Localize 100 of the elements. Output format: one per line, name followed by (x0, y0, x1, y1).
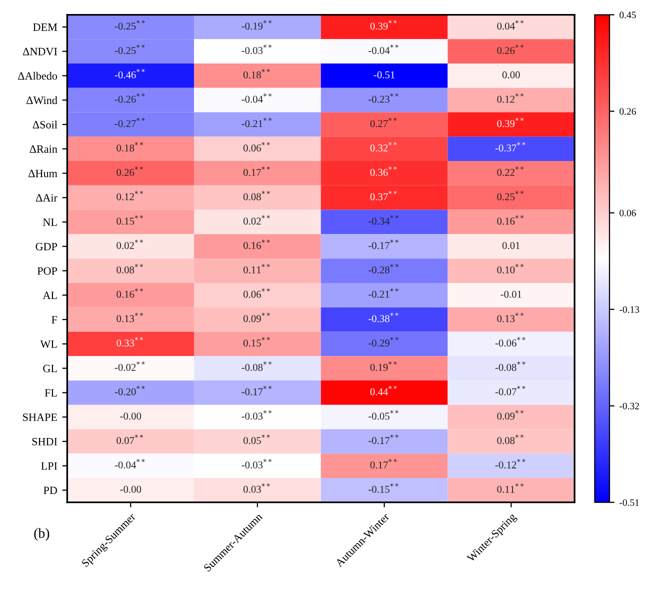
data-label: 0.09$^{**}$ (497, 410, 524, 420)
y-tick-label: GDP (36, 242, 58, 250)
data-label: 0.02$^{**}$ (243, 215, 270, 225)
y-tick-label: ΔNDVI (22, 48, 58, 56)
data-label: 0.05$^{**}$ (243, 434, 270, 444)
data-label: -0.07$^{**}$ (495, 386, 526, 396)
y-tick-label: ΔAir (36, 194, 58, 202)
data-label: 0.08$^{**}$ (243, 190, 270, 200)
data-label: -0.04$^{**}$ (368, 44, 398, 54)
y-tick-label: PD (44, 486, 58, 494)
y-tick-label: AL (42, 292, 57, 299)
data-label: -0.08$^{**}$ (495, 361, 526, 371)
data-label: -0.28$^{**}$ (368, 264, 398, 274)
data-label: 0.12$^{**}$ (116, 190, 144, 200)
data-label: -0.17$^{**}$ (242, 386, 272, 396)
data-label: -0.26$^{**}$ (114, 93, 145, 103)
data-label: 0.26$^{**}$ (116, 166, 144, 176)
color-bar-label: 0.06 (620, 210, 636, 216)
data-label: 0.16$^{**}$ (497, 215, 524, 225)
color-bar-label: 0.45 (620, 12, 636, 18)
y-tick-label: F (52, 316, 58, 324)
data-label: 0.15$^{**}$ (116, 215, 144, 225)
data-label: -0.03$^{**}$ (242, 458, 272, 468)
data-label: -0.05$^{**}$ (368, 410, 398, 420)
data-label: 0.16$^{**}$ (116, 288, 144, 298)
data-label: -0.20$^{**}$ (114, 386, 145, 396)
data-label: 0.08$^{**}$ (116, 264, 144, 274)
data-label: 0.39$^{**}$ (370, 20, 397, 30)
data-label: 0.25$^{**}$ (497, 190, 524, 200)
data-label: -0.15$^{**}$ (368, 483, 398, 493)
color-bar-label: -0.13 (620, 306, 640, 313)
data-label: 0.04$^{**}$ (497, 20, 524, 30)
data-label: 0.33$^{**}$ (116, 337, 144, 347)
y-tick-label: LPI (41, 462, 58, 470)
data-label: 0.19$^{**}$ (370, 361, 397, 371)
data-label: 0.07$^{**}$ (116, 434, 144, 444)
data-label: 0.17$^{**}$ (370, 458, 397, 468)
data-label: -0.06$^{**}$ (495, 337, 526, 347)
data-label: 0.13$^{**}$ (497, 312, 524, 322)
data-label: -0.25$^{**}$ (114, 44, 145, 54)
data-label: -0.46$^{**}$ (114, 68, 145, 78)
data-label: -0.19$^{**}$ (242, 20, 272, 30)
data-label: 0.01 (502, 242, 520, 250)
y-tick-label: NL (42, 218, 57, 226)
y-tick-label: WL (40, 340, 57, 348)
data-label: 0.44$^{**}$ (370, 386, 397, 396)
data-label: 0.06$^{**}$ (243, 288, 270, 298)
data-label: -0.04$^{**}$ (114, 458, 145, 468)
data-label: -0.25$^{**}$ (114, 20, 145, 30)
data-label: 0.37$^{**}$ (370, 190, 397, 200)
data-label: 0.15$^{**}$ (243, 337, 270, 347)
y-tick-label: ΔHum (28, 170, 58, 178)
data-label: 0.11$^{**}$ (243, 264, 270, 274)
data-label: -0.37$^{**}$ (495, 142, 526, 152)
y-tick-label: ΔSoil (32, 120, 58, 128)
data-label: 0.22$^{**}$ (497, 166, 524, 176)
data-label: 0.36$^{**}$ (370, 166, 397, 176)
data-label: -0.21$^{**}$ (242, 118, 272, 128)
data-label: -0.02$^{**}$ (114, 361, 145, 371)
data-label: 0.17$^{**}$ (243, 166, 270, 176)
data-label: 0.16$^{**}$ (243, 240, 270, 250)
data-label: -0.21$^{**}$ (368, 288, 398, 298)
y-tick-label: FL (44, 389, 57, 396)
y-tick-label: SHAPE (23, 414, 57, 421)
data-label: 0.00 (502, 71, 520, 78)
data-label: -0.00 (120, 486, 142, 493)
data-label: 0.27$^{**}$ (370, 118, 397, 128)
data-label: -0.17$^{**}$ (368, 434, 398, 444)
y-tick-label: ΔWind (26, 96, 58, 104)
data-label: 0.02$^{**}$ (116, 240, 144, 250)
color-bar-label: -0.32 (620, 402, 639, 410)
data-label: -0.01 (500, 290, 522, 298)
data-label: 0.18$^{**}$ (116, 142, 144, 152)
data-label: 0.13$^{**}$ (116, 312, 144, 322)
data-label: -0.17$^{**}$ (368, 240, 398, 250)
data-label: 0.11$^{**}$ (497, 483, 524, 493)
y-tick-label: GL (43, 364, 57, 372)
y-tick-label: ΔAlbedo (18, 72, 58, 80)
color-bar-label: -0.51 (620, 499, 639, 506)
y-tick-label: ΔRain (30, 145, 58, 153)
data-label: -0.38$^{**}$ (368, 312, 398, 322)
data-label: -0.27$^{**}$ (114, 118, 145, 128)
data-label: 0.06$^{**}$ (243, 142, 270, 152)
data-label: 0.26$^{**}$ (497, 44, 524, 54)
data-label: 0.12$^{**}$ (497, 93, 524, 103)
data-label: -0.34$^{**}$ (368, 215, 398, 225)
data-label: 0.09$^{**}$ (243, 312, 270, 322)
data-label: -0.03$^{**}$ (242, 410, 272, 420)
data-label: -0.29$^{**}$ (368, 337, 398, 347)
data-label: -0.04$^{**}$ (242, 93, 272, 103)
y-tick-label: SHDI (32, 438, 58, 446)
data-label: 0.18$^{**}$ (243, 68, 270, 78)
data-label: 0.10$^{**}$ (497, 264, 524, 274)
color-bar-label: 0.26 (620, 108, 636, 115)
data-label: 0.08$^{**}$ (497, 434, 524, 444)
data-label: -0.00 (120, 412, 142, 420)
text: (b) (34, 528, 50, 541)
data-label: -0.23$^{**}$ (368, 93, 398, 103)
data-label: 0.39$^{**}$ (497, 118, 524, 128)
data-label: 0.32$^{**}$ (370, 142, 397, 152)
